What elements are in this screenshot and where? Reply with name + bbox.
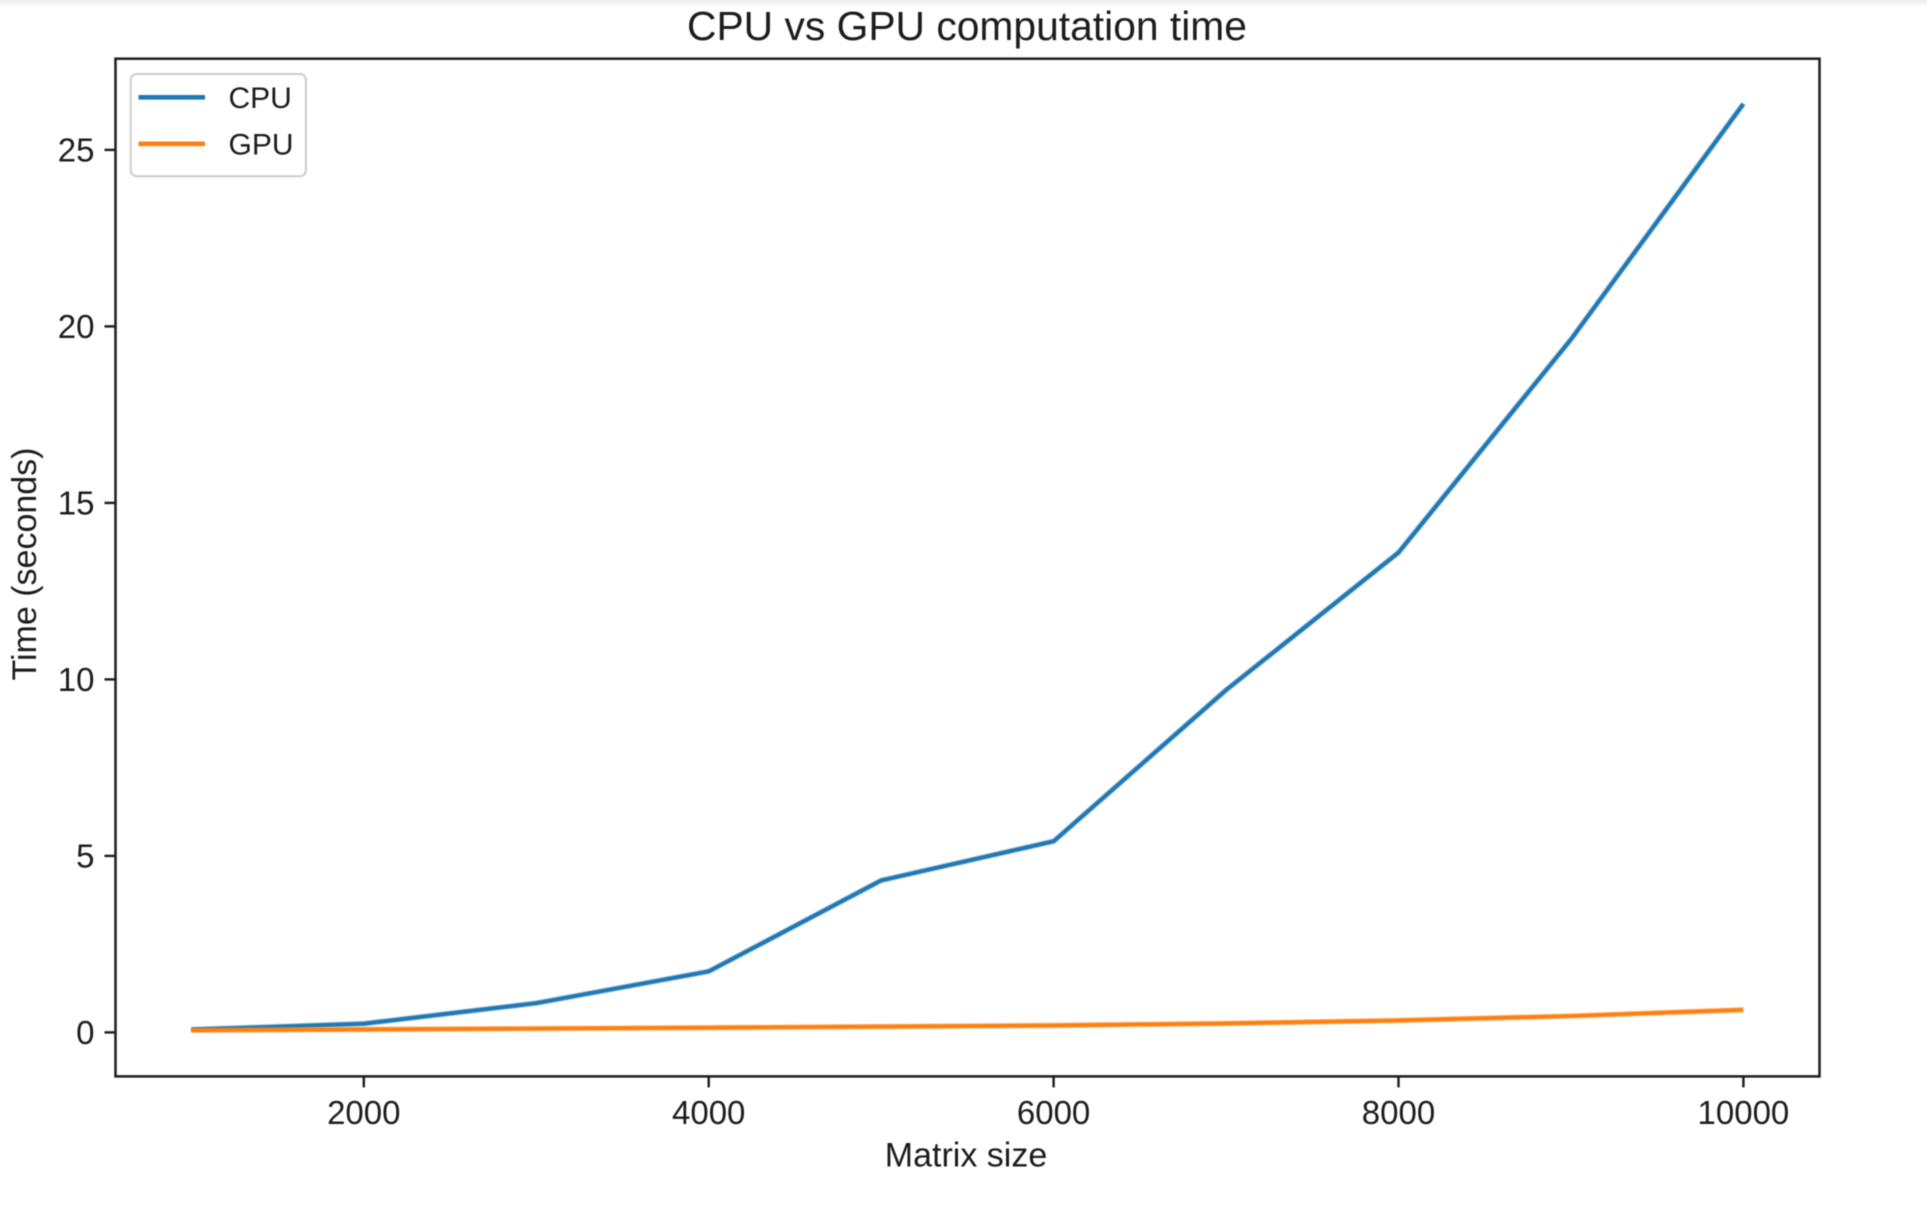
svg-text:6000: 6000 [1017, 1094, 1090, 1131]
svg-text:10: 10 [58, 661, 95, 698]
svg-text:0: 0 [76, 1014, 94, 1051]
svg-text:25: 25 [58, 132, 95, 169]
svg-text:Time (seconds): Time (seconds) [6, 447, 44, 680]
svg-text:CPU vs GPU computation time: CPU vs GPU computation time [687, 3, 1247, 49]
svg-text:CPU: CPU [229, 82, 292, 115]
svg-text:20: 20 [58, 308, 95, 345]
svg-text:5: 5 [76, 838, 94, 875]
svg-text:8000: 8000 [1362, 1094, 1435, 1131]
svg-text:GPU: GPU [229, 129, 294, 162]
svg-text:4000: 4000 [672, 1094, 745, 1131]
svg-text:2000: 2000 [327, 1094, 400, 1131]
svg-text:10000: 10000 [1698, 1094, 1790, 1131]
svg-text:Matrix size: Matrix size [885, 1137, 1047, 1175]
svg-text:15: 15 [58, 485, 95, 522]
